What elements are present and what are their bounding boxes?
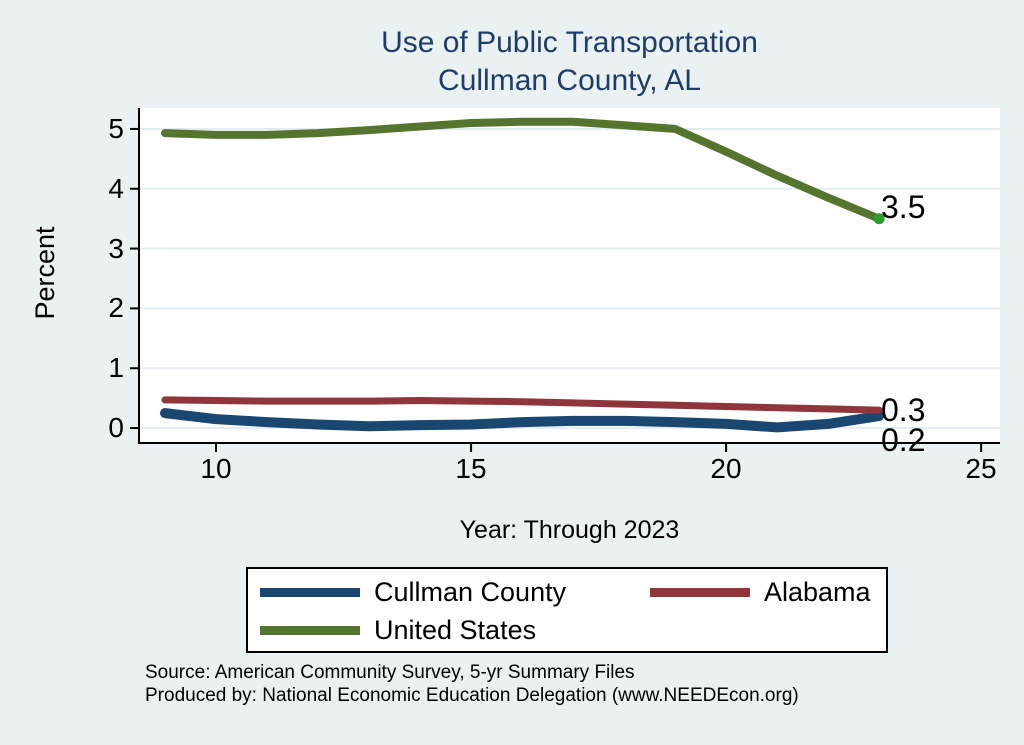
series-line-cullman-county [160, 408, 885, 433]
y-tick-label-4: 4 [108, 173, 124, 204]
source-note: Source: American Community Survey, 5-yr … [145, 661, 799, 707]
x-tick-label-15: 15 [455, 453, 487, 484]
series-lines [160, 117, 885, 433]
x-tick-label-10: 10 [200, 453, 232, 484]
plot-area [139, 108, 1000, 443]
y-tick-label-3: 3 [108, 233, 124, 264]
legend-label-united-states: United States [374, 615, 537, 645]
y-tick-label-1: 1 [108, 352, 124, 383]
legend-label-cullman-county: Cullman County [374, 577, 567, 607]
end-value-label-alabama: 0.3 [881, 392, 926, 428]
legend-swatch-cullman-county [260, 587, 360, 597]
series-line-united-states [161, 117, 884, 223]
produced-by-line: Produced by: National Economic Education… [145, 685, 799, 706]
x-axis-title: Year: Through 2023 [459, 516, 680, 544]
chart-title-line2: Cullman County, AL [438, 64, 701, 97]
x-tick-label-25: 25 [965, 453, 997, 484]
y-tick-label-2: 2 [108, 292, 124, 323]
end-value-label-cullman-county: 0.2 [881, 422, 926, 458]
y-tick-label-0: 0 [108, 412, 124, 443]
x-tick-label-20: 20 [710, 453, 742, 484]
end-value-label-united-states: 3.5 [881, 189, 926, 225]
source-line: Source: American Community Survey, 5-yr … [145, 662, 635, 683]
legend-swatch-alabama [650, 587, 750, 597]
y-tick-label-5: 5 [108, 113, 124, 144]
legend-item-alabama: Alabama [650, 575, 871, 609]
chart-title-line1: Use of Public Transportation [381, 26, 758, 59]
series-line-alabama [161, 396, 883, 414]
legend-item-cullman-county: Cullman County [260, 575, 566, 609]
legend-label-alabama: Alabama [764, 577, 871, 607]
legend: Cullman County Alabama United States [246, 567, 888, 653]
legend-swatch-united-states [260, 625, 360, 635]
tick-marks [130, 127, 983, 452]
gridlines [139, 127, 1000, 430]
end-marker-united-states [873, 213, 885, 225]
chart-title: Use of Public Transportation Cullman Cou… [139, 24, 1000, 100]
legend-item-united-states: United States [260, 613, 536, 647]
